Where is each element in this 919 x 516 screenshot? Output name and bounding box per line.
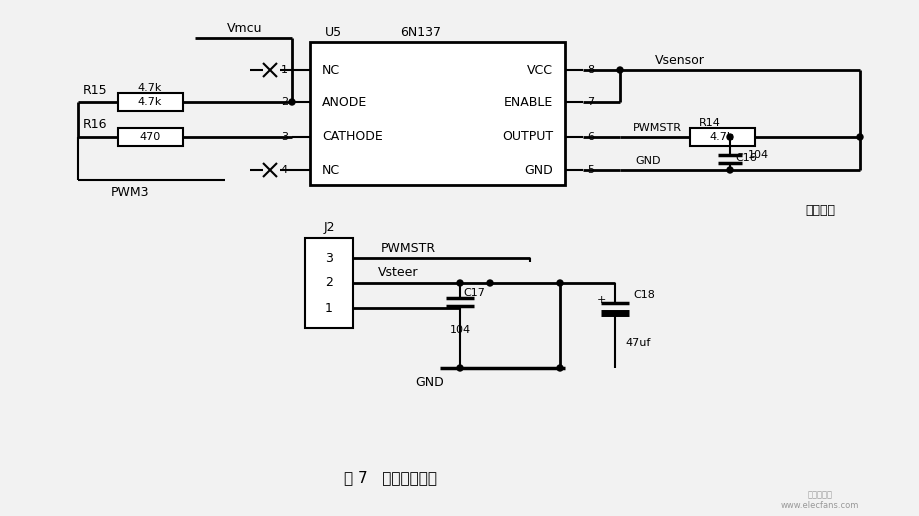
- Text: 6N137: 6N137: [400, 25, 441, 39]
- Text: U5: U5: [325, 25, 342, 39]
- Bar: [118, 128, 183, 146]
- Text: PWM3: PWM3: [111, 185, 149, 199]
- Bar: [305, 238, 353, 328]
- Text: GND: GND: [635, 156, 661, 166]
- Text: 2: 2: [325, 277, 333, 289]
- Text: 6: 6: [587, 132, 594, 142]
- Circle shape: [557, 280, 563, 286]
- Text: R14: R14: [699, 118, 720, 128]
- Text: R15: R15: [83, 84, 108, 96]
- Text: 47uf: 47uf: [625, 338, 651, 348]
- Text: 470: 470: [140, 132, 161, 142]
- Text: 3: 3: [325, 251, 333, 265]
- Text: 5: 5: [587, 165, 594, 175]
- Text: 舵机接口: 舵机接口: [805, 203, 835, 217]
- Text: 4.7k: 4.7k: [138, 83, 162, 93]
- Text: 3: 3: [281, 132, 288, 142]
- Circle shape: [487, 280, 493, 286]
- Text: CATHODE: CATHODE: [322, 131, 382, 143]
- Text: GND: GND: [524, 164, 553, 176]
- Text: GND: GND: [415, 377, 445, 390]
- Text: C16: C16: [735, 153, 756, 163]
- Text: +: +: [596, 295, 606, 305]
- Bar: [690, 128, 755, 146]
- Text: 1: 1: [325, 301, 333, 314]
- Text: 图 7   舵机驱动接口: 图 7 舵机驱动接口: [344, 471, 437, 486]
- Circle shape: [727, 167, 733, 173]
- Text: C17: C17: [463, 288, 485, 298]
- Circle shape: [289, 99, 295, 105]
- Text: 4.7k: 4.7k: [138, 97, 162, 107]
- Text: 104: 104: [748, 150, 769, 160]
- Text: VCC: VCC: [527, 63, 553, 76]
- Bar: [310, 42, 565, 185]
- Text: 104: 104: [449, 325, 471, 335]
- Circle shape: [857, 134, 863, 140]
- Text: PWMSTR: PWMSTR: [380, 241, 436, 254]
- Text: ANODE: ANODE: [322, 95, 368, 108]
- Circle shape: [457, 280, 463, 286]
- Text: NC: NC: [322, 63, 340, 76]
- Text: Vsteer: Vsteer: [378, 266, 418, 280]
- Text: ENABLE: ENABLE: [504, 95, 553, 108]
- Circle shape: [557, 365, 563, 371]
- Text: PWMSTR: PWMSTR: [632, 123, 682, 133]
- Circle shape: [457, 365, 463, 371]
- Circle shape: [617, 67, 623, 73]
- Text: 7: 7: [587, 97, 594, 107]
- Text: 2: 2: [281, 97, 288, 107]
- Text: 4: 4: [281, 165, 288, 175]
- Text: NC: NC: [322, 164, 340, 176]
- Text: Vsensor: Vsensor: [655, 54, 705, 67]
- Text: OUTPUT: OUTPUT: [502, 131, 553, 143]
- Text: Vmcu: Vmcu: [227, 22, 263, 35]
- Text: C18: C18: [633, 290, 655, 300]
- Text: 4.7k: 4.7k: [709, 132, 734, 142]
- Text: 电子发烧友
www.elecfans.com: 电子发烧友 www.elecfans.com: [781, 490, 859, 510]
- Text: 1: 1: [281, 65, 288, 75]
- Text: R16: R16: [83, 119, 108, 132]
- Text: J2: J2: [323, 220, 335, 234]
- Bar: [118, 93, 183, 111]
- Text: 8: 8: [587, 65, 594, 75]
- Circle shape: [727, 134, 733, 140]
